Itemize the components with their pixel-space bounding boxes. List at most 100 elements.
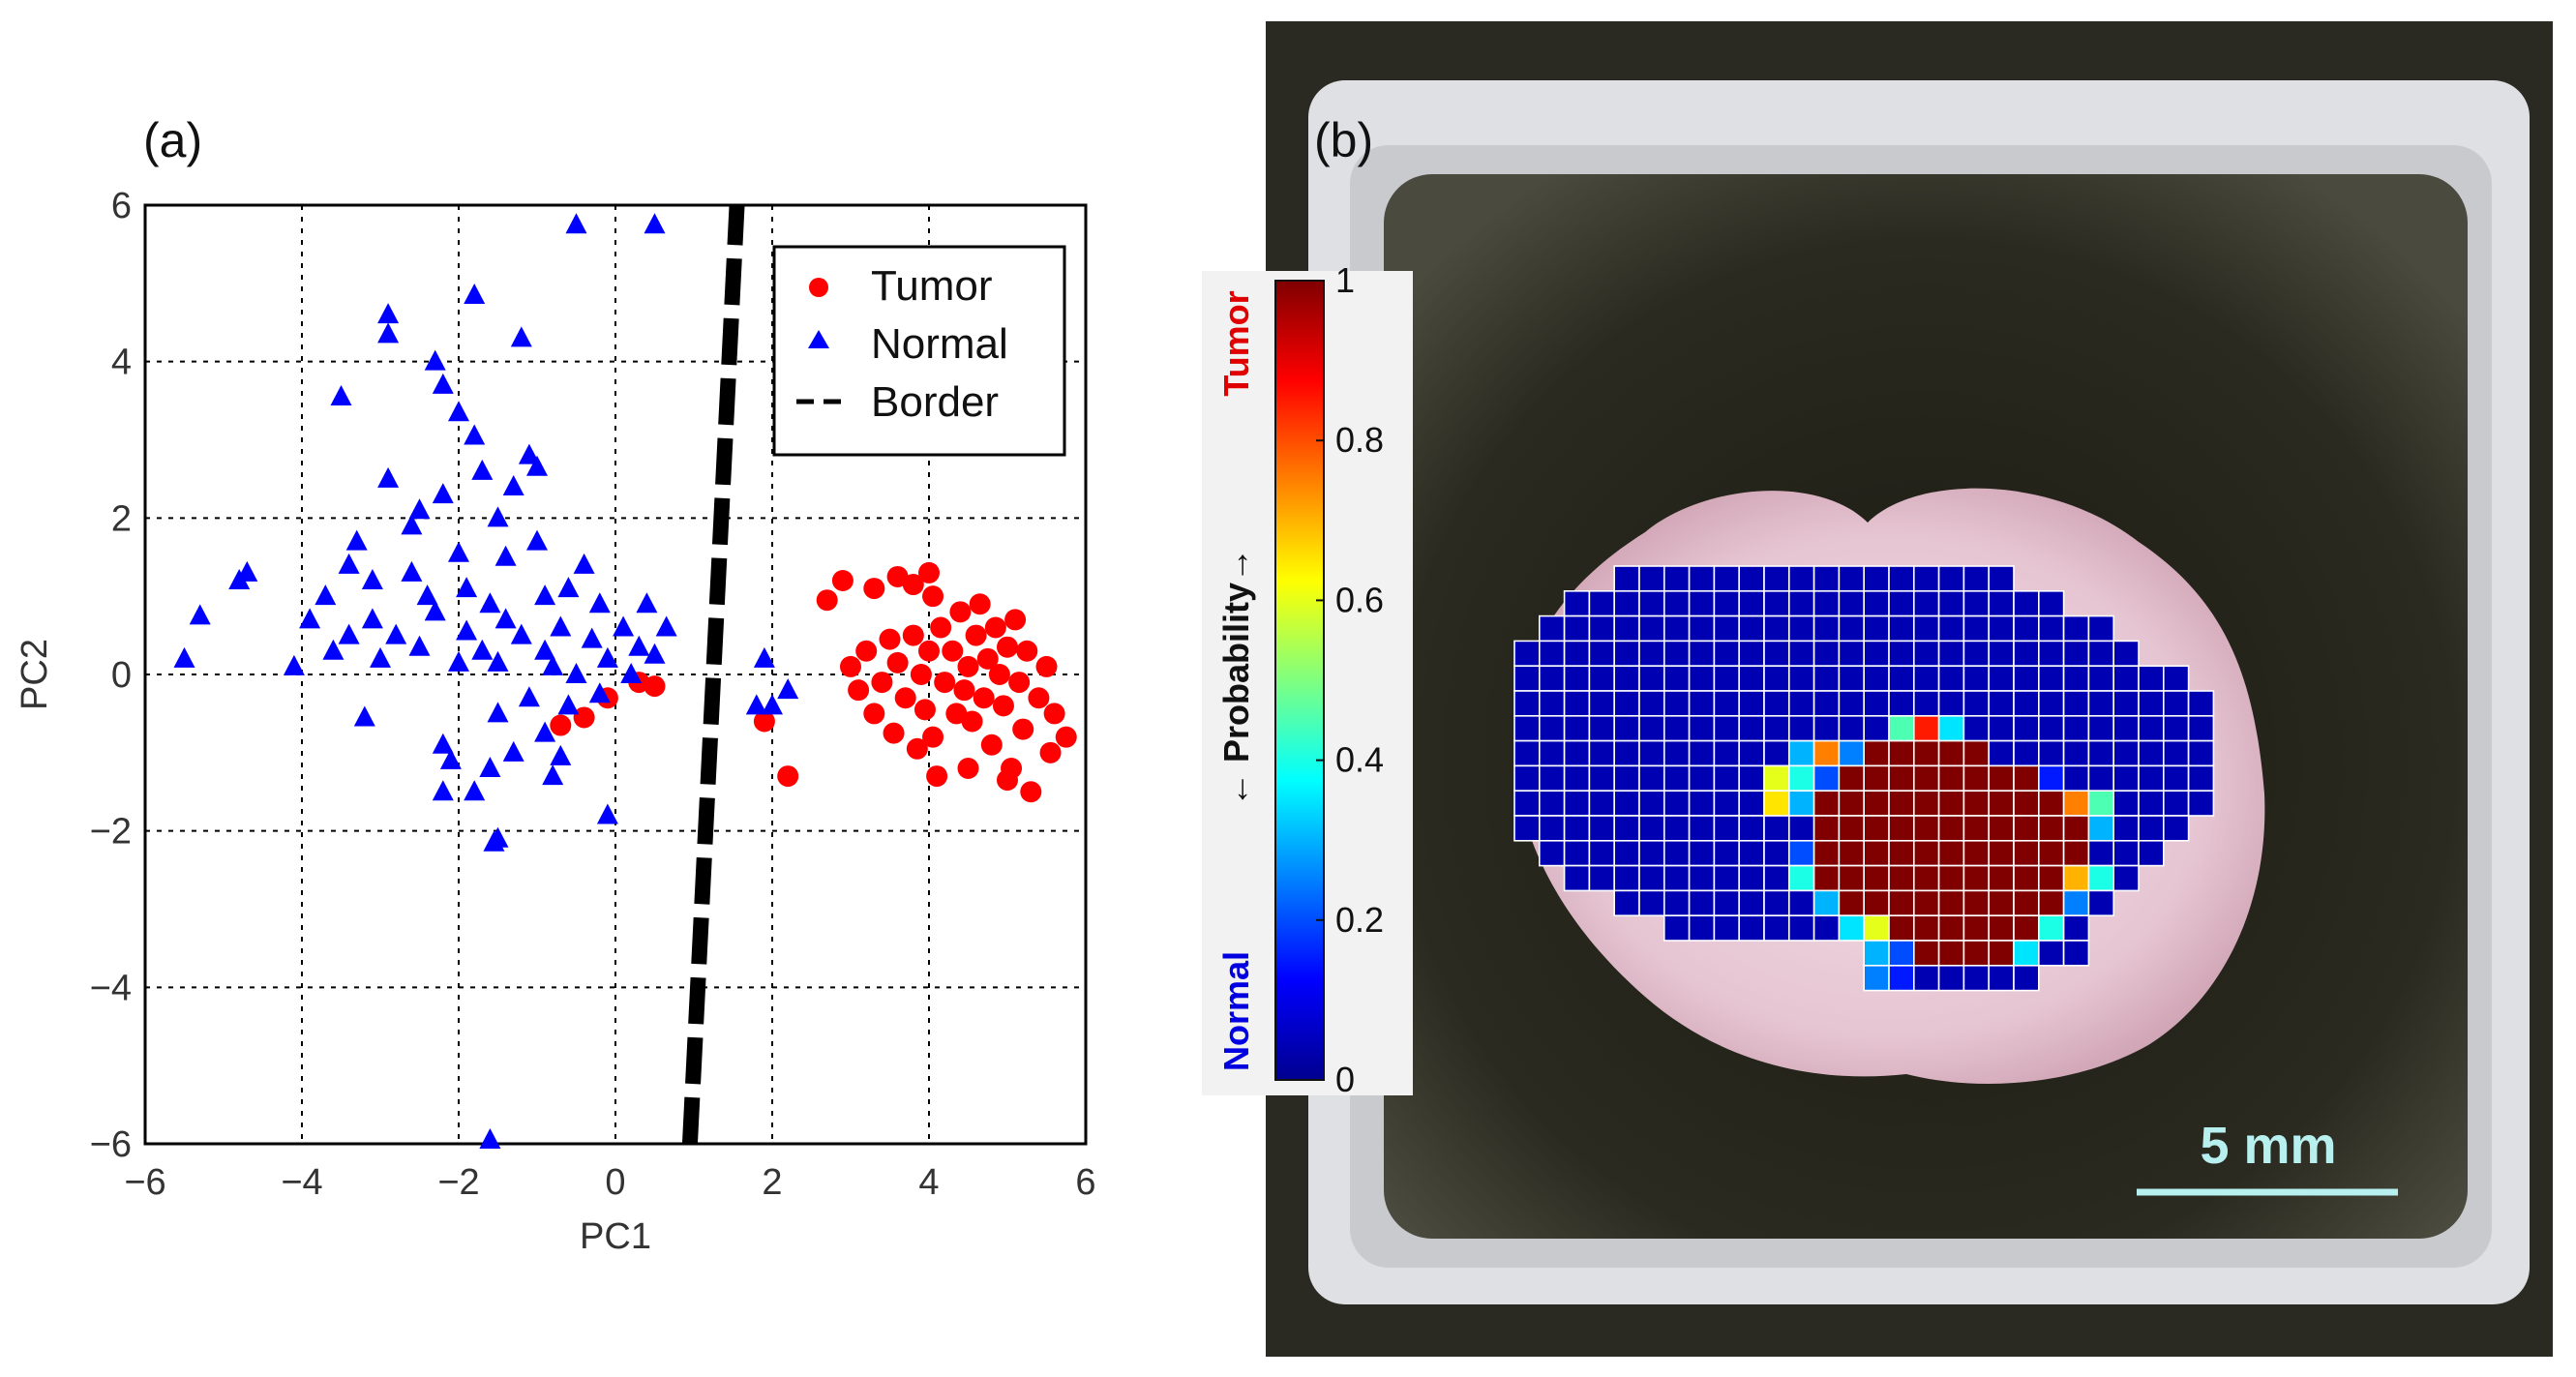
normal-point <box>401 514 423 535</box>
heatmap-cell <box>1988 889 2015 917</box>
heatmap-cell <box>1688 714 1716 742</box>
x-tick-label: −6 <box>124 1162 165 1203</box>
heatmap-cell <box>1788 565 1815 592</box>
normal-point <box>424 349 446 371</box>
heatmap-cell <box>1663 815 1691 842</box>
tumor-point <box>992 695 1014 717</box>
normal-point <box>644 213 666 234</box>
tumor-point <box>910 664 932 685</box>
legend-tumor-marker <box>809 278 828 297</box>
heatmap-cell <box>2062 790 2090 817</box>
heatmap-cell <box>1713 889 1741 917</box>
heatmap-cell <box>2062 690 2090 717</box>
tumor-point <box>902 624 924 646</box>
heatmap-cell <box>1863 614 1890 643</box>
heatmap-cell <box>1838 690 1866 717</box>
normal-point <box>424 600 446 621</box>
heatmap-cell <box>1638 864 1665 892</box>
heatmap-cell <box>1838 914 1866 942</box>
border-line <box>681 204 745 1145</box>
heatmap-cell <box>2087 690 2114 717</box>
heatmap-cell <box>2138 714 2165 742</box>
heatmap-cell <box>1913 815 1940 842</box>
heatmap-cell <box>1937 940 1965 967</box>
normal-point <box>518 443 540 464</box>
heatmap-cell <box>1713 914 1741 942</box>
heatmap-cell <box>1962 889 1991 917</box>
normal-point <box>385 623 407 644</box>
heatmap-cell <box>1713 764 1741 793</box>
heatmap-cell <box>2138 764 2165 793</box>
heatmap-cell <box>1663 665 1691 692</box>
heatmap-cell <box>2087 889 2114 917</box>
heatmap-cell <box>1913 764 1940 793</box>
normal-point <box>620 663 643 683</box>
normal-point <box>479 592 501 614</box>
heatmap-cell <box>1638 640 1665 668</box>
heatmap-cell <box>2062 940 2090 967</box>
heatmap-cell <box>1663 714 1691 742</box>
heatmap-cell <box>1588 614 1616 643</box>
heatmap-cell <box>1863 739 1890 767</box>
normal-point <box>644 643 666 664</box>
heatmap-cell <box>2038 714 2065 742</box>
heatmap-cell <box>2138 665 2165 692</box>
tumor-point <box>973 687 995 709</box>
heatmap-cell <box>1913 964 1940 992</box>
heatmap-cell <box>2013 589 2040 617</box>
normal-point <box>361 608 383 629</box>
normal-point <box>487 650 509 672</box>
heatmap-cell <box>1713 739 1741 767</box>
x-tick-label: −4 <box>281 1162 322 1203</box>
heatmap-cell <box>2013 714 2040 742</box>
heatmap-cell <box>2138 790 2165 817</box>
heatmap-cell <box>1663 690 1691 717</box>
heatmap-cell <box>1763 714 1790 742</box>
heatmap-cell <box>1913 640 1940 668</box>
heatmap-cell <box>2013 614 2040 643</box>
heatmap-cell <box>2013 690 2040 717</box>
tumor-point <box>886 565 909 587</box>
heatmap-cell <box>1962 614 1991 643</box>
colorbar-gradient <box>1274 280 1325 1081</box>
heatmap-cell <box>1638 690 1665 717</box>
heatmap-cell <box>1763 739 1790 767</box>
heatmap-cell <box>1539 714 1566 742</box>
normal-point <box>502 475 524 495</box>
heatmap-cell <box>1588 764 1616 793</box>
heatmap-cell <box>1962 714 1991 742</box>
heatmap-cell <box>1913 714 1940 742</box>
heatmap-cell <box>2087 815 2114 842</box>
heatmap-cell <box>2013 864 2040 892</box>
heatmap-cell <box>1513 665 1541 692</box>
heatmap-cell <box>1988 565 2015 592</box>
heatmap-cell <box>1613 565 1640 592</box>
heatmap-cell <box>2062 739 2090 767</box>
normal-point <box>299 608 321 629</box>
normal-point <box>464 424 486 445</box>
tumor-point <box>961 710 983 733</box>
heatmap-cell <box>1738 889 1765 917</box>
legend: Tumor Normal Border <box>772 245 1066 457</box>
normal-point <box>588 592 611 614</box>
heatmap-cell <box>1713 640 1741 668</box>
normal-point <box>432 373 454 394</box>
heatmap-cell <box>1663 614 1691 643</box>
normal-point <box>762 694 783 715</box>
colorbar: 1 0.8 0.6 0.4 0.2 0 Tumor ← Probability→ Norm… <box>1202 260 1413 1099</box>
scale-bar: 5 mm <box>2137 1117 2398 1196</box>
normal-point <box>370 646 391 668</box>
heatmap-cell <box>1713 714 1741 742</box>
heatmap-cell <box>1738 914 1765 942</box>
tumor-point <box>942 640 964 662</box>
colorbar-ticks: 1 0.8 0.6 0.4 0.2 0 <box>1316 260 1384 1099</box>
heatmap-cell <box>1937 790 1965 817</box>
heatmap-cell <box>1588 589 1616 617</box>
heatmap-cell <box>2038 665 2065 692</box>
heatmap-cell <box>1913 589 1940 617</box>
y-tick-label: −4 <box>90 968 132 1008</box>
normal-point <box>550 615 572 637</box>
heatmap-cell <box>1913 839 1940 867</box>
heatmap-cell <box>1888 714 1915 742</box>
